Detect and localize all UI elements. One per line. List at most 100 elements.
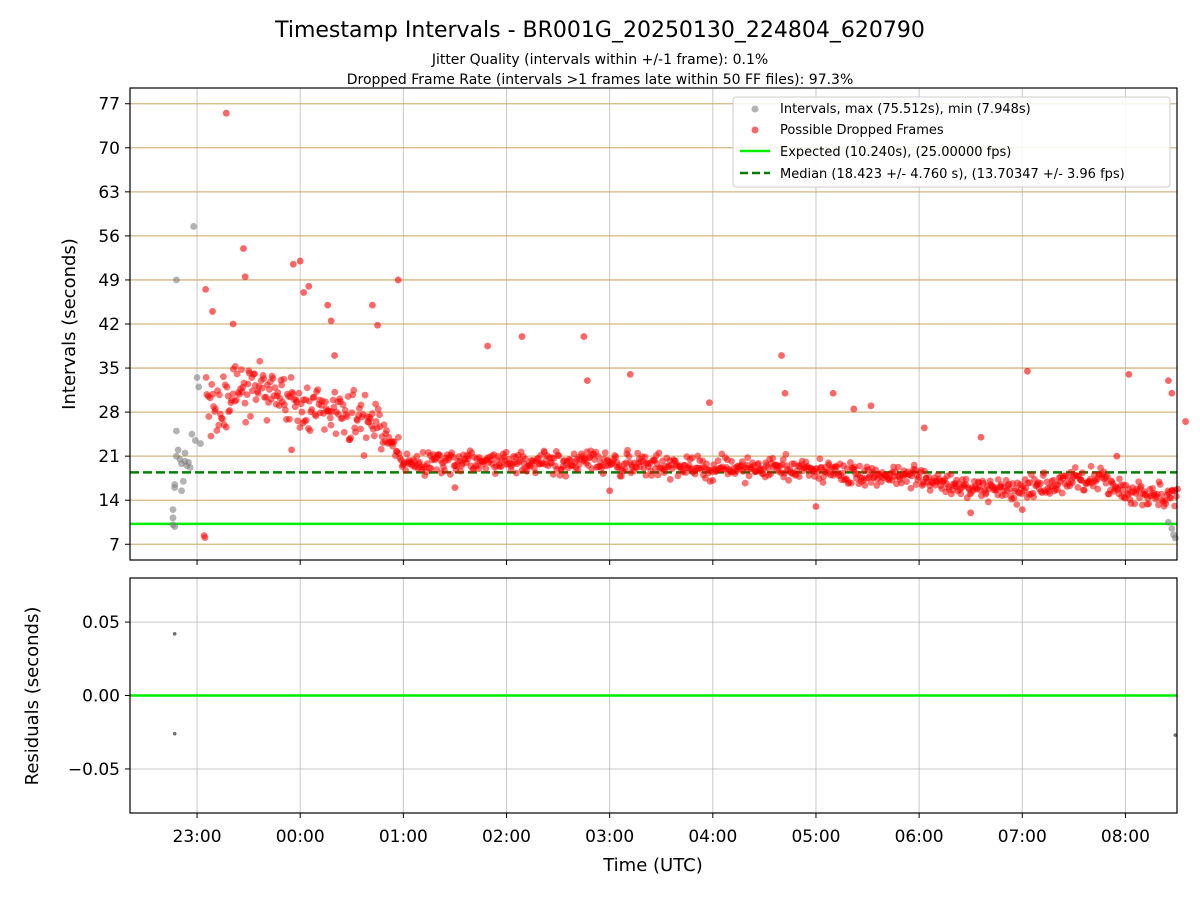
dropped-frame-point: [1102, 479, 1110, 487]
dropped-frame-point: [812, 503, 820, 510]
dropped-frame-point: [269, 375, 277, 382]
dropped-frame-point: [390, 438, 398, 446]
dropped-frame-point: [243, 391, 251, 399]
dropped-frame-point: [778, 352, 785, 359]
dropped-frame-point: [829, 389, 837, 397]
dropped-frame-point: [449, 453, 457, 461]
dropped-frame-point: [285, 415, 293, 423]
dropped-frame-point: [599, 470, 607, 477]
dropped-frame-point: [308, 406, 316, 413]
dropped-frame-point: [911, 466, 919, 474]
dropped-frame-point: [208, 381, 216, 388]
dropped-frame-point: [280, 375, 288, 383]
dropped-frame-point: [202, 285, 210, 293]
dropped-frame-point: [873, 482, 881, 489]
dropped-frame-point: [331, 352, 338, 359]
dropped-frame-point: [957, 490, 965, 498]
dropped-frame-point: [361, 391, 369, 399]
interval-point: [186, 464, 194, 471]
dropped-frame-point: [281, 406, 289, 414]
dropped-frame-point: [254, 389, 262, 397]
dropped-frame-point: [512, 469, 520, 477]
dropped-frame-point: [621, 465, 629, 473]
dropped-frame-point: [1013, 501, 1021, 508]
legend-marker-dropped: [751, 126, 759, 134]
dropped-frame-point: [744, 454, 752, 462]
dropped-frame-point: [241, 399, 249, 407]
dropped-frame-point: [302, 416, 310, 424]
dropped-frame-point: [394, 276, 402, 284]
dropped-frame-point: [926, 487, 934, 494]
dropped-frame-point: [215, 391, 223, 399]
dropped-frame-point: [601, 449, 609, 457]
dropped-frame-point: [1074, 484, 1082, 491]
dropped-frame-point: [1022, 484, 1030, 492]
dropped-frame-point: [570, 450, 578, 458]
dropped-frame-point: [894, 463, 902, 471]
dropped-frame-point: [372, 418, 380, 425]
dropped-frame-point: [947, 470, 955, 478]
bottom-y-tick-label: 0.05: [82, 613, 120, 633]
bottom-panel-frame: [129, 577, 1178, 814]
dropped-frame-point: [907, 484, 915, 492]
dropped-frame-point: [674, 472, 682, 480]
x-tick-label: 07:00: [998, 827, 1047, 847]
dropped-frame-point: [641, 453, 649, 461]
x-tick-label: 01:00: [379, 827, 428, 847]
dropped-frame-point: [288, 446, 296, 454]
dropped-frame-point: [294, 417, 302, 425]
dropped-frame-point: [427, 465, 435, 472]
dropped-frame-point: [1162, 500, 1170, 507]
dropped-frame-point: [303, 384, 311, 392]
dropped-frame-point: [403, 450, 411, 458]
dropped-frame-point: [368, 410, 376, 417]
dropped-frame-point: [226, 407, 234, 414]
dropped-frame-point: [984, 498, 992, 506]
dropped-frame-point: [785, 476, 792, 484]
dropped-frame-point: [298, 408, 306, 416]
chart-title: Timestamp Intervals - BR001G_20250130_22…: [274, 18, 925, 43]
dropped-frame-point: [819, 479, 827, 486]
dropped-frame-point: [310, 394, 318, 401]
legend-marker-intervals: [751, 105, 759, 113]
bottom-panel-points: [172, 632, 1178, 737]
interval-point: [173, 427, 180, 435]
dropped-frame-point: [372, 400, 380, 408]
dropped-frame-point: [380, 421, 388, 429]
dropped-frame-point: [1125, 370, 1133, 378]
legend-label-intervals: Intervals, max (75.512s), min (7.948s): [780, 102, 1031, 117]
dropped-frame-point: [847, 479, 855, 487]
dropped-frame-point: [287, 374, 295, 381]
dropped-frame-point: [215, 421, 223, 429]
dropped-frame-point: [1158, 490, 1165, 498]
interval-point: [179, 477, 187, 485]
interval-point: [174, 446, 182, 454]
dropped-frame-point: [795, 473, 803, 481]
dropped-frame-point: [241, 273, 249, 281]
dropped-frame-point: [326, 414, 334, 422]
residual-point: [1173, 733, 1178, 737]
dropped-frame-point: [331, 388, 339, 396]
x-tick-label: 03:00: [585, 827, 634, 847]
top-y-tick-label: 14: [98, 491, 120, 511]
dropped-frame-point: [769, 454, 777, 462]
dropped-frame-point: [220, 373, 227, 381]
dropped-frame-point: [262, 393, 270, 401]
dropped-frame-point: [258, 384, 266, 392]
dropped-frame-point: [898, 479, 905, 487]
dropped-frame-point: [451, 484, 459, 492]
dropped-frame-point: [967, 509, 975, 517]
dropped-frame-point: [327, 421, 335, 429]
dropped-frame-point: [1119, 486, 1126, 494]
dropped-frame-point: [457, 467, 464, 475]
dropped-frame-point: [271, 384, 279, 392]
dropped-frame-point: [366, 415, 374, 423]
dropped-frame-point: [491, 470, 499, 477]
dropped-frame-point: [374, 405, 382, 413]
dropped-frame-point: [1182, 418, 1189, 425]
dropped-frame-point: [556, 471, 564, 479]
dropped-frame-point: [377, 445, 385, 453]
dropped-frame-point: [666, 476, 674, 483]
dropped-frame-point: [850, 405, 858, 413]
